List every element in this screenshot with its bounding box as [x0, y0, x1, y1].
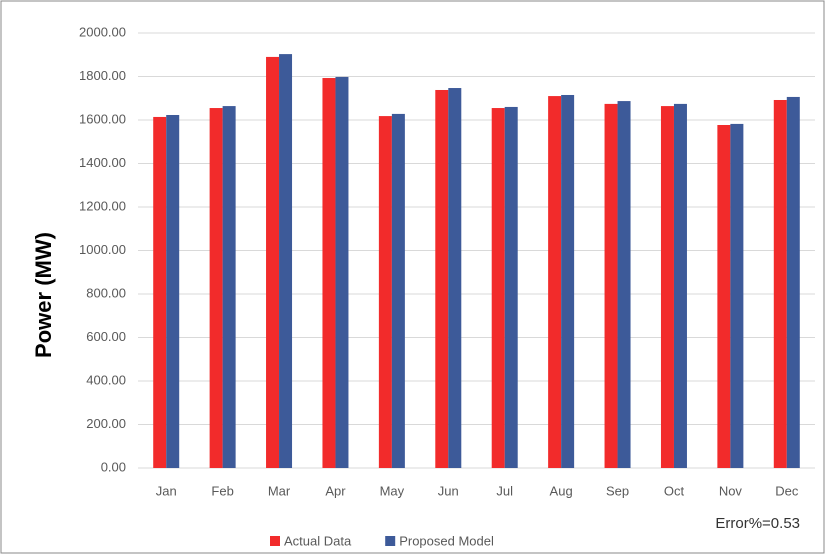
x-tick-label: May	[380, 483, 405, 498]
legend-swatch	[385, 536, 396, 546]
bar	[617, 101, 631, 468]
bar	[153, 116, 167, 468]
annotation: Error%=0.53	[715, 515, 800, 532]
bar	[717, 125, 731, 468]
x-tick-label: Dec	[775, 483, 799, 498]
y-tick-label: 400.00	[86, 372, 126, 387]
bar	[786, 96, 800, 468]
bar	[773, 99, 787, 469]
x-tick-label: Aug	[550, 483, 573, 498]
x-tick-label: Jan	[156, 483, 177, 498]
bar	[378, 116, 392, 469]
bar	[335, 76, 349, 468]
y-tick-label: 800.00	[86, 285, 126, 300]
bar	[548, 96, 562, 468]
legend-label: Proposed Model	[399, 533, 494, 548]
bar	[222, 106, 236, 468]
bar	[660, 106, 674, 468]
x-tick-label: Nov	[719, 483, 743, 498]
y-tick-label: 1800.00	[79, 68, 126, 83]
bar	[266, 56, 280, 469]
bar	[604, 103, 618, 468]
y-axis-label: Power (MW)	[31, 232, 56, 358]
y-tick-label: 1400.00	[79, 155, 126, 170]
x-tick-label: Jul	[496, 483, 513, 498]
y-tick-label: 2000.00	[79, 24, 126, 39]
x-tick-label: Sep	[606, 483, 629, 498]
legend-swatch	[270, 536, 280, 546]
bar	[504, 106, 518, 468]
x-tick-label: Mar	[268, 483, 291, 498]
bar	[561, 94, 575, 469]
x-tick-label: Oct	[664, 483, 685, 498]
bar	[166, 114, 180, 468]
bar	[209, 108, 223, 468]
y-tick-label: 600.00	[86, 329, 126, 344]
legend-label: Actual Data	[284, 533, 352, 548]
x-tick-label: Feb	[211, 483, 233, 498]
bar	[435, 89, 449, 469]
bar	[279, 54, 293, 468]
y-tick-label: 200.00	[86, 416, 126, 431]
x-tick-label: Jun	[438, 483, 459, 498]
bar	[391, 113, 405, 468]
bar	[730, 123, 744, 468]
y-tick-label: 1600.00	[79, 111, 126, 126]
bar	[448, 88, 462, 468]
bar	[322, 78, 336, 469]
bar	[491, 108, 505, 468]
y-tick-label: 0.00	[101, 459, 126, 474]
x-tick-label: Apr	[325, 483, 346, 498]
y-tick-label: 1000.00	[79, 242, 126, 257]
bar	[673, 103, 687, 468]
y-tick-label: 1200.00	[79, 198, 126, 213]
